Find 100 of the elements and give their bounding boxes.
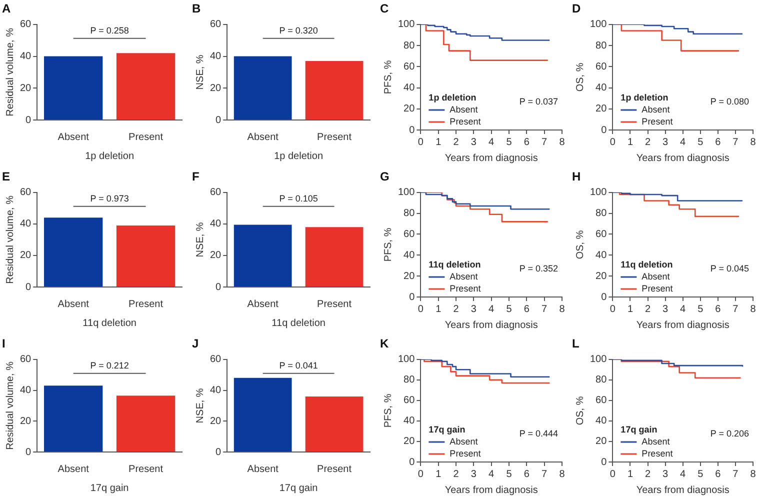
y-tick-label: 20: [210, 416, 222, 427]
x-tick-label: Absent: [247, 298, 279, 310]
x-tick-label: 1: [436, 304, 442, 315]
legend-title: 1p deletion: [428, 92, 476, 102]
x-tick-label: Present: [317, 464, 352, 475]
legend-title: 11q deletion: [620, 259, 673, 270]
x-tick-label: 3: [470, 136, 477, 148]
x-tick-label: 2: [453, 304, 460, 315]
annotation: P = 0.080: [710, 96, 749, 106]
annotation: P = 0.105: [279, 193, 318, 204]
annotation: P = 0.206: [710, 428, 749, 438]
x-tick-label: 6: [715, 468, 722, 480]
y-tick-label: 20: [20, 416, 32, 427]
annotation: P = 0.041: [279, 360, 318, 370]
x-tick-label: 7: [732, 468, 739, 480]
x-tick-label: 8: [559, 136, 566, 148]
y-tick-label: 40: [596, 416, 608, 427]
chart-title: G: [380, 170, 390, 184]
annotation: P = 0.973: [90, 193, 129, 204]
x-tick-label: Absent: [58, 132, 90, 143]
y-tick-label: 0: [601, 292, 608, 303]
x-tick-label: Present: [128, 298, 164, 310]
y-tick-label: 60: [210, 19, 222, 30]
y-tick-label: 0: [601, 124, 608, 136]
x-axis-title: 11q deletion: [82, 318, 136, 329]
x-tick-label: 1: [627, 136, 634, 148]
y-tick-label: 0: [26, 282, 32, 293]
x-tick-label: 0: [610, 304, 616, 315]
y-tick-label: 100: [590, 19, 608, 30]
legend-label: Present: [642, 283, 674, 294]
x-tick-label: 3: [662, 136, 669, 148]
annotation: P = 0.037: [519, 96, 558, 106]
y-axis-title: PFS, %: [382, 60, 394, 94]
x-tick-label: 7: [542, 304, 548, 315]
y-tick-label: 0: [409, 124, 416, 136]
chart-title: H: [572, 170, 581, 184]
y-tick-label: 40: [404, 250, 416, 261]
x-tick-label: 0: [418, 136, 424, 148]
chart-title: I: [2, 336, 6, 351]
x-axis-title: 17q gain: [279, 482, 318, 494]
x-axis-title: Years from diagnosis: [636, 484, 730, 496]
x-tick-label: 3: [662, 468, 669, 480]
x-tick-label: 1: [627, 468, 634, 480]
y-tick-label: 40: [20, 218, 32, 230]
x-tick-label: 0: [610, 468, 616, 480]
x-tick-label: 1: [627, 304, 634, 315]
x-tick-label: 7: [732, 136, 739, 148]
x-tick-label: Absent: [247, 464, 279, 475]
y-tick-label: 100: [590, 187, 608, 198]
x-tick-label: 5: [698, 304, 704, 315]
annotation: P = 0.212: [90, 360, 129, 370]
y-axis-title: PFS, %: [382, 394, 394, 428]
x-tick-label: 7: [542, 468, 548, 480]
y-axis-title: OS, %: [574, 62, 586, 92]
legend-label: Absent: [642, 436, 670, 446]
y-tick-label: 60: [596, 61, 608, 72]
y-tick-label: 40: [596, 250, 608, 261]
y-tick-label: 0: [409, 292, 416, 303]
y-tick-label: 80: [404, 208, 416, 220]
legend-title: 17q gain: [620, 424, 658, 434]
chart-title: J: [192, 336, 199, 351]
y-tick-label: 100: [590, 354, 608, 366]
y-tick-label: 80: [596, 40, 608, 52]
y-tick-label: 60: [210, 354, 222, 366]
chart-title: K: [380, 336, 389, 351]
x-tick-label: Absent: [58, 298, 90, 310]
x-tick-label: 4: [488, 304, 495, 315]
legend-title: 11q deletion: [428, 259, 481, 270]
x-axis-title: Years from diagnosis: [444, 484, 538, 496]
y-axis-title: Residual volume, %: [4, 195, 16, 284]
x-tick-label: Present: [317, 132, 352, 143]
y-tick-label: 40: [20, 385, 32, 396]
legend-label: Present: [450, 116, 482, 126]
y-tick-label: 40: [596, 82, 608, 94]
x-tick-label: 5: [506, 304, 512, 315]
y-tick-label: 20: [404, 270, 416, 282]
y-tick-label: 0: [26, 114, 32, 126]
y-tick-label: 0: [601, 456, 608, 468]
y-tick-label: 60: [210, 187, 222, 198]
y-tick-label: 60: [596, 228, 608, 240]
x-tick-label: Present: [128, 132, 164, 143]
x-tick-label: 6: [524, 468, 530, 480]
x-tick-label: Present: [128, 464, 164, 475]
x-tick-label: 6: [715, 304, 722, 315]
y-tick-label: 20: [596, 270, 608, 282]
y-tick-label: 60: [20, 19, 32, 30]
x-tick-label: 5: [506, 136, 512, 148]
x-axis-title: 11q deletion: [272, 318, 326, 329]
y-tick-label: 20: [20, 250, 32, 262]
x-tick-label: 7: [732, 304, 739, 315]
chart-title: A: [2, 2, 11, 16]
legend-label: Absent: [642, 104, 670, 114]
x-axis-title: 17q gain: [90, 482, 129, 494]
y-tick-label: 20: [20, 82, 32, 94]
x-tick-label: 6: [715, 136, 722, 148]
y-tick-label: 0: [409, 456, 416, 468]
x-tick-label: 0: [418, 468, 424, 480]
x-tick-label: 4: [488, 468, 495, 480]
y-tick-label: 60: [20, 354, 32, 366]
y-tick-label: 60: [404, 228, 416, 240]
